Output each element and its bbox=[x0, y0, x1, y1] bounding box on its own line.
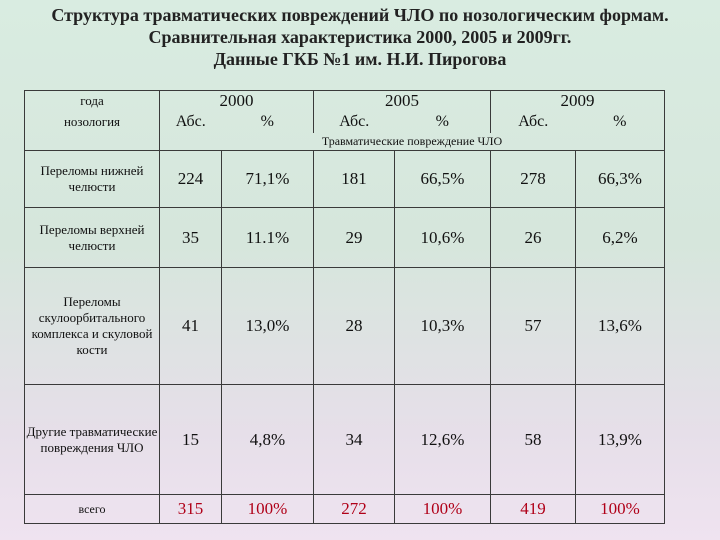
cell-pct-2005: 10,6% bbox=[394, 207, 491, 268]
cell-abs-2000: 224 bbox=[159, 150, 222, 208]
table-row: Переломы скулоорбитального комплекса и с… bbox=[24, 267, 665, 385]
cell-abs-2005: 29 bbox=[313, 207, 395, 268]
row-label: Переломы нижней челюсти bbox=[24, 150, 160, 208]
total-pct-2009: 100% bbox=[575, 494, 665, 524]
header-year-2000: 2000 bbox=[159, 90, 314, 111]
header-pct-2009: % bbox=[575, 110, 665, 133]
cell-pct-2000: 13,0% bbox=[221, 267, 314, 385]
cell-abs-2009: 58 bbox=[490, 384, 576, 495]
title-line-1: Структура травматических повреждений ЧЛО… bbox=[51, 5, 669, 25]
header-pct-2000: % bbox=[221, 110, 314, 133]
trauma-structure-table: года 2000 2005 2009 нозология Абс. % Абс… bbox=[24, 90, 665, 524]
table-row: Другие травматические повреждения ЧЛО 15… bbox=[24, 384, 665, 495]
cell-pct-2009: 66,3% bbox=[575, 150, 665, 208]
cell-pct-2000: 4,8% bbox=[221, 384, 314, 495]
cell-abs-2000: 15 bbox=[159, 384, 222, 495]
header-year-2009: 2009 bbox=[490, 90, 665, 111]
table-row: Переломы нижней челюсти 224 71,1% 181 66… bbox=[24, 150, 665, 208]
title-line-3: Данные ГКБ №1 им. Н.И. Пирогова bbox=[213, 49, 507, 69]
header-row-years: года 2000 2005 2009 bbox=[24, 90, 665, 111]
header-abs-2000: Абс. bbox=[159, 110, 222, 133]
header-row-units: нозология Абс. % Абс. % Абс. % bbox=[24, 110, 665, 133]
cell-abs-2000: 35 bbox=[159, 207, 222, 268]
cell-pct-2009: 6,2% bbox=[575, 207, 665, 268]
section-title: Травматические повреждение ЧЛО bbox=[159, 132, 665, 151]
total-abs-2005: 272 bbox=[313, 494, 395, 524]
header-abs-2005: Абс. bbox=[313, 110, 395, 133]
header-nosology-label: нозология bbox=[24, 110, 160, 133]
row-label: Другие травматические повреждения ЧЛО bbox=[24, 384, 160, 495]
cell-abs-2000: 41 bbox=[159, 267, 222, 385]
row-label: Переломы скулоорбитального комплекса и с… bbox=[24, 267, 160, 385]
total-row: всего 315 100% 272 100% 419 100% bbox=[24, 494, 665, 524]
cell-abs-2009: 57 bbox=[490, 267, 576, 385]
header-year-label: года bbox=[24, 90, 160, 111]
cell-abs-2009: 278 bbox=[490, 150, 576, 208]
header-year-2005: 2005 bbox=[313, 90, 491, 111]
table-row: Переломы верхней челюсти 35 11.1% 29 10,… bbox=[24, 207, 665, 268]
cell-pct-2009: 13,9% bbox=[575, 384, 665, 495]
cell-pct-2005: 66,5% bbox=[394, 150, 491, 208]
total-abs-2000: 315 bbox=[159, 494, 222, 524]
total-label: всего bbox=[24, 494, 160, 524]
cell-pct-2005: 12,6% bbox=[394, 384, 491, 495]
header-abs-2009: Абс. bbox=[490, 110, 576, 133]
header-empty-cell bbox=[24, 132, 160, 151]
total-abs-2009: 419 bbox=[490, 494, 576, 524]
row-label: Переломы верхней челюсти bbox=[24, 207, 160, 268]
cell-pct-2000: 71,1% bbox=[221, 150, 314, 208]
total-pct-2005: 100% bbox=[394, 494, 491, 524]
cell-pct-2005: 10,3% bbox=[394, 267, 491, 385]
page-title: Структура травматических повреждений ЧЛО… bbox=[0, 4, 720, 70]
cell-abs-2009: 26 bbox=[490, 207, 576, 268]
cell-pct-2009: 13,6% bbox=[575, 267, 665, 385]
header-row-section: Травматические повреждение ЧЛО bbox=[24, 132, 665, 151]
cell-abs-2005: 181 bbox=[313, 150, 395, 208]
cell-pct-2000: 11.1% bbox=[221, 207, 314, 268]
cell-abs-2005: 28 bbox=[313, 267, 395, 385]
cell-abs-2005: 34 bbox=[313, 384, 395, 495]
header-pct-2005: % bbox=[394, 110, 491, 133]
total-pct-2000: 100% bbox=[221, 494, 314, 524]
title-line-2: Сравнительная характеристика 2000, 2005 … bbox=[148, 27, 572, 47]
